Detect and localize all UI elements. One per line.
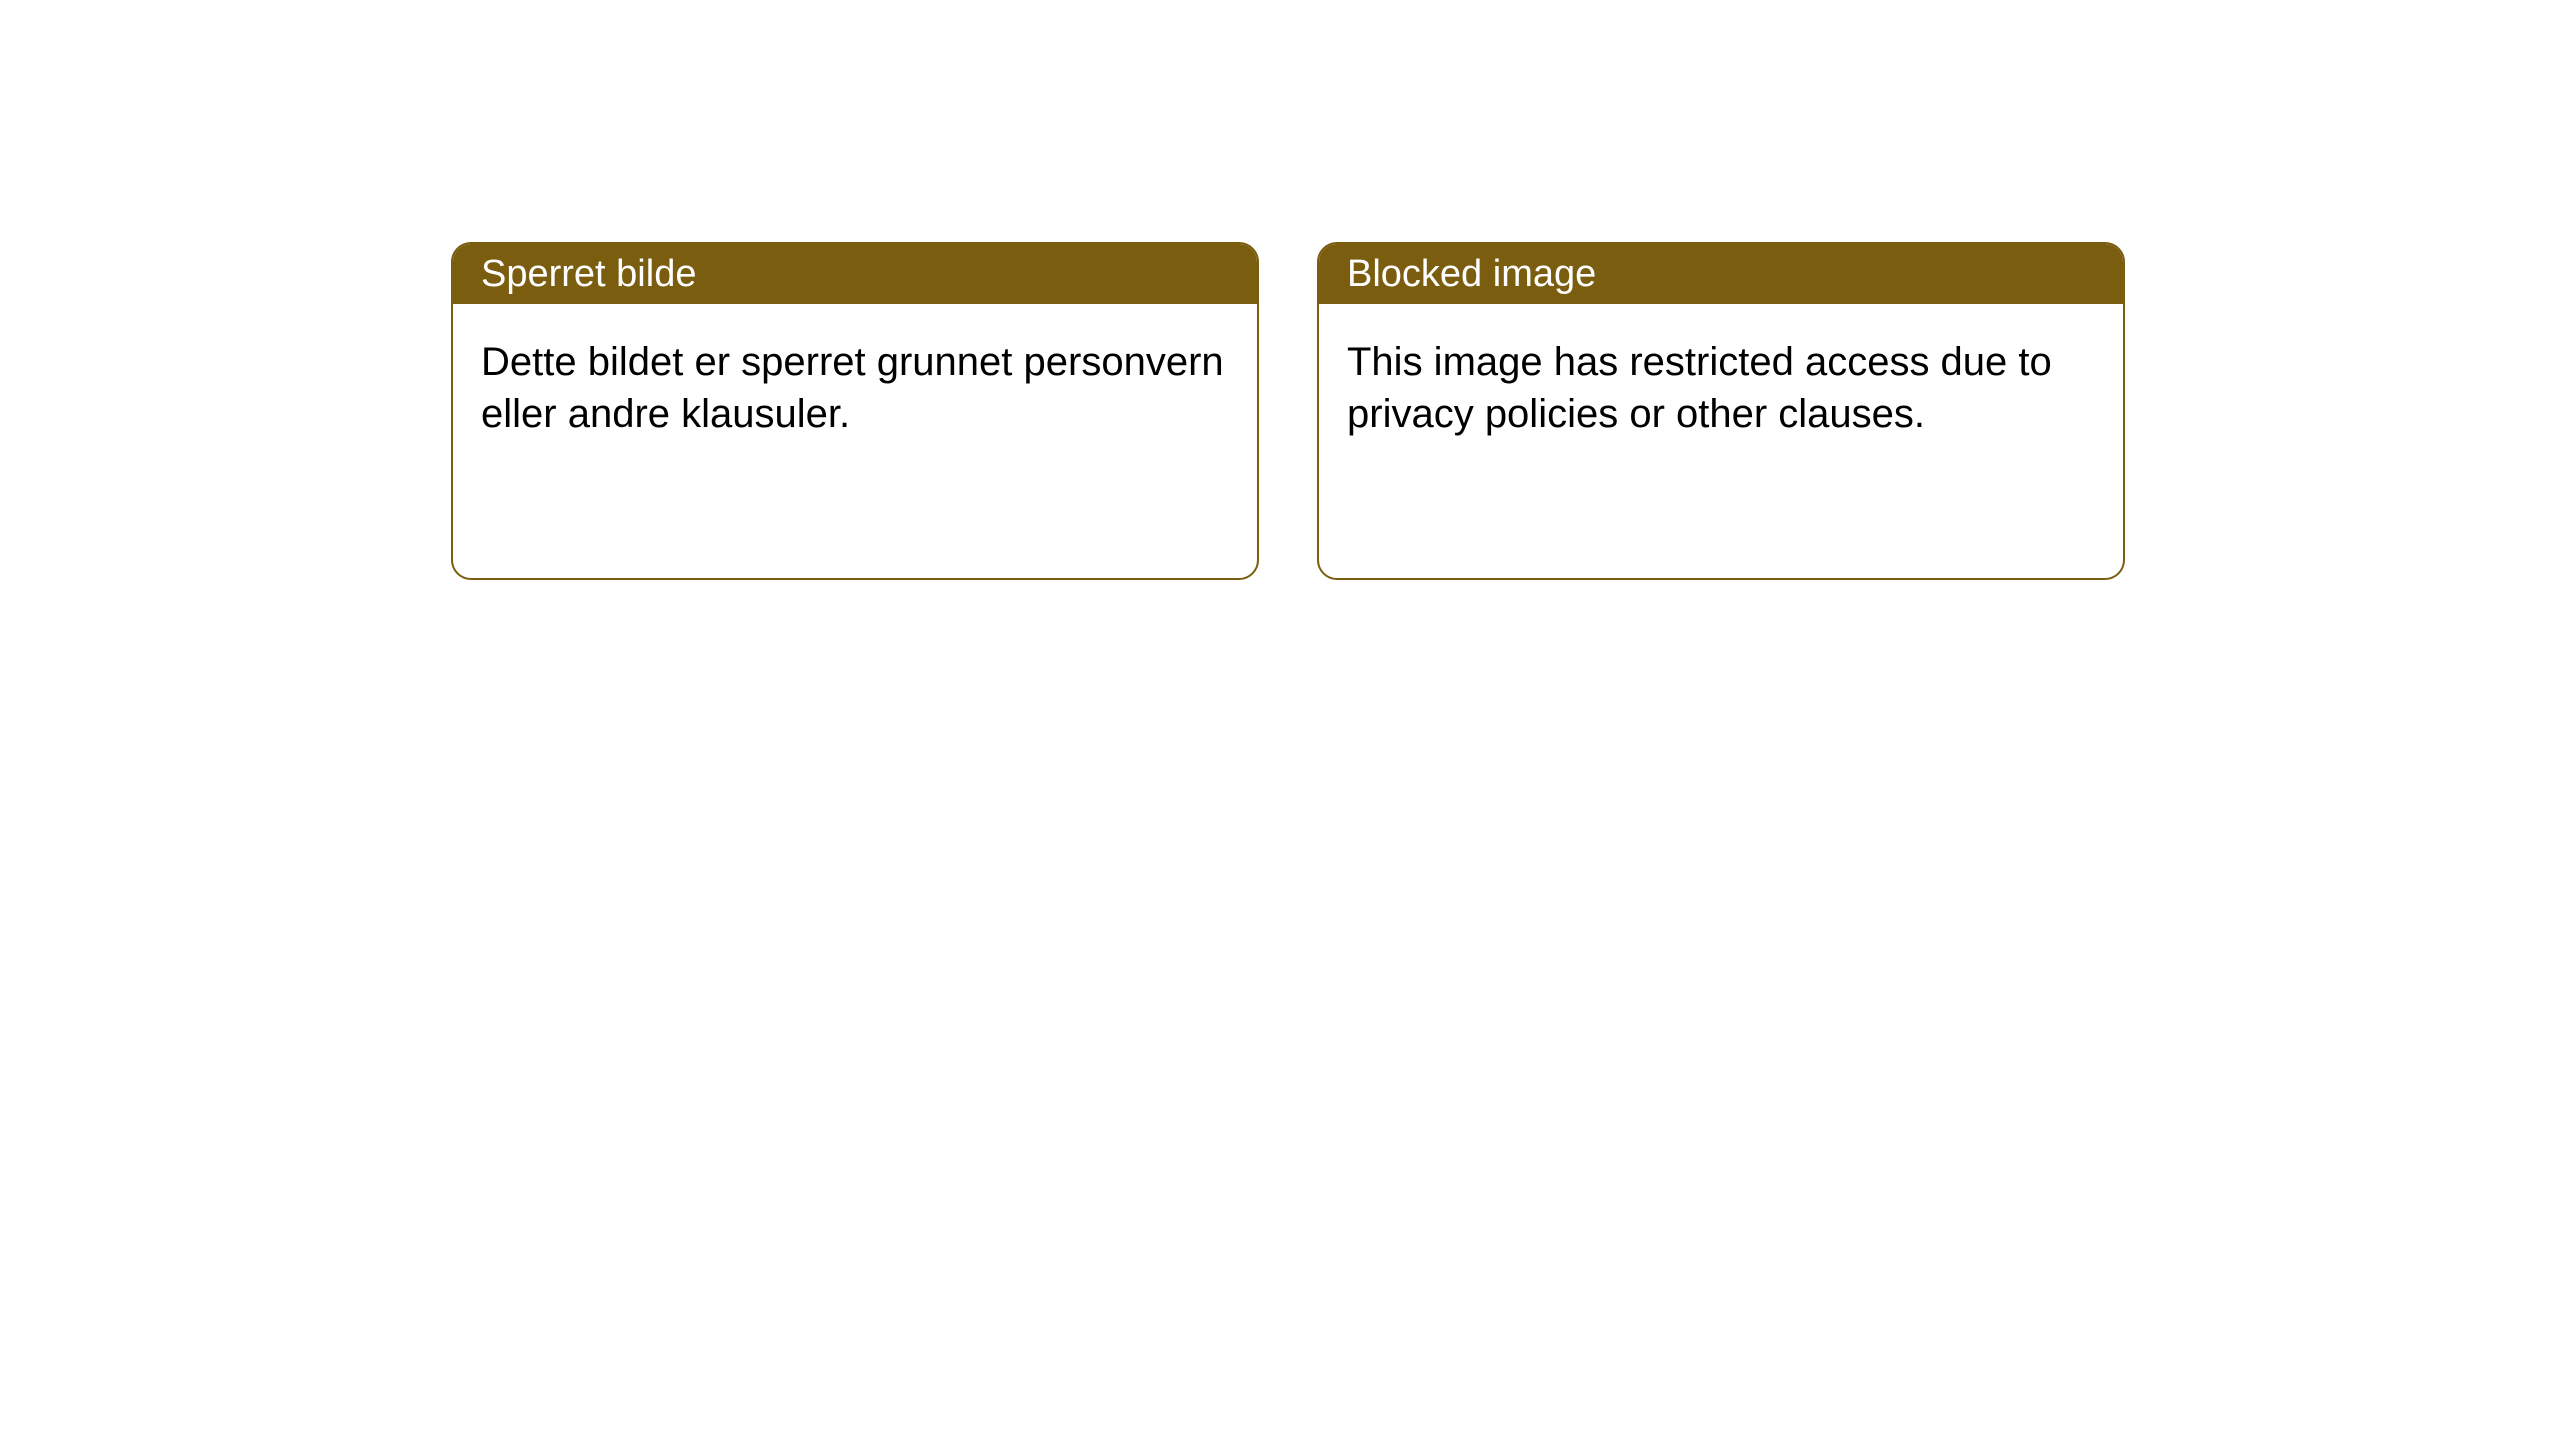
card-header: Sperret bilde: [453, 244, 1257, 304]
card-body: This image has restricted access due to …: [1319, 304, 2123, 472]
notice-container: Sperret bilde Dette bildet er sperret gr…: [451, 242, 2125, 580]
notice-card-english: Blocked image This image has restricted …: [1317, 242, 2125, 580]
card-title: Sperret bilde: [481, 253, 696, 296]
card-title: Blocked image: [1347, 253, 1596, 296]
card-body-text: This image has restricted access due to …: [1347, 340, 2052, 436]
card-body-text: Dette bildet er sperret grunnet personve…: [481, 340, 1224, 436]
notice-card-norwegian: Sperret bilde Dette bildet er sperret gr…: [451, 242, 1259, 580]
card-body: Dette bildet er sperret grunnet personve…: [453, 304, 1257, 472]
card-header: Blocked image: [1319, 244, 2123, 304]
